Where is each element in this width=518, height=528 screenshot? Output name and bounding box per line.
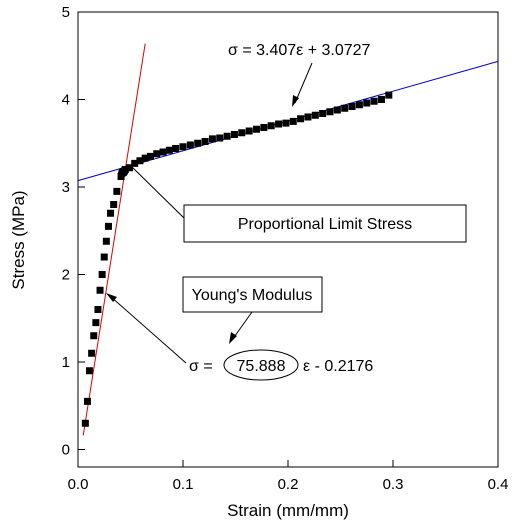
data-point (94, 306, 102, 313)
data-point (102, 237, 110, 245)
data-point (172, 145, 180, 152)
data-point (153, 150, 161, 158)
data-point (238, 129, 246, 137)
data-point (260, 124, 268, 131)
y-axis-label: Stress (MPa) (9, 190, 28, 289)
x-axis-label: Strain (mm/mm) (227, 501, 349, 520)
data-point (81, 419, 89, 427)
data-point (107, 209, 115, 217)
youngs-modulus-arrowhead (229, 332, 237, 344)
data-point (92, 319, 100, 327)
data-point (104, 222, 112, 230)
data-point (98, 271, 106, 278)
data-point (297, 115, 305, 123)
data-point (125, 164, 133, 172)
x-tick-label: 0.0 (68, 476, 89, 493)
data-point (385, 91, 393, 99)
youngs-modulus-box (182, 276, 323, 313)
blue-fit-arrow (294, 62, 313, 104)
data-point (141, 154, 149, 162)
red-fit-arrow (109, 295, 187, 364)
youngs-modulus-label: Young's Modulus (192, 287, 313, 304)
data-point (86, 367, 94, 375)
data-point (319, 110, 327, 117)
x-tick-label: 0.2 (278, 476, 299, 493)
y-tick-label: 0 (62, 442, 70, 459)
y-tick-label: 5 (62, 4, 70, 21)
data-point (131, 159, 139, 167)
data-point (90, 332, 98, 340)
y-axis-ticks: 0 1 2 3 4 5 (62, 4, 85, 459)
data-point (201, 138, 209, 145)
data-point (326, 108, 334, 116)
data-point (216, 134, 224, 142)
data-point (348, 103, 356, 110)
data-point (179, 143, 187, 151)
youngs-modulus-value-ellipse (223, 349, 299, 381)
x-tick-label: 0.3 (383, 476, 404, 493)
data-point (355, 101, 363, 109)
data-point (230, 131, 238, 138)
data-point (113, 187, 121, 195)
data-point (165, 146, 173, 154)
data-point (341, 104, 349, 112)
y-tick-label: 2 (62, 267, 70, 284)
data-point (110, 201, 118, 208)
data-point (289, 117, 297, 125)
y-tick-label: 1 (62, 354, 70, 371)
x-tick-label: 0.4 (488, 476, 509, 493)
data-point (88, 349, 96, 357)
data-points (81, 91, 393, 427)
x-axis-ticks: 0.0 0.1 0.2 0.3 0.4 (68, 460, 509, 493)
proportional-limit-box (183, 204, 467, 243)
data-point (282, 119, 290, 127)
data-point (146, 152, 154, 160)
blue-fit-equation: σ = 3.407ε + 3.0727 (228, 42, 371, 59)
youngs-modulus-value: 75.888 (237, 358, 286, 375)
data-point (208, 135, 216, 143)
data-point (253, 125, 260, 133)
proportional-limit-label: Proportional Limit Stress (238, 216, 412, 233)
data-point (194, 139, 202, 147)
data-point (333, 106, 341, 114)
y-tick-label: 4 (62, 92, 70, 109)
y-tick-label: 3 (62, 179, 70, 196)
data-point (159, 148, 167, 156)
red-fit-line (82, 43, 146, 436)
data-point (245, 127, 253, 135)
x-tick-label: 0.1 (173, 476, 194, 493)
data-point (96, 286, 104, 294)
data-point (100, 253, 108, 261)
blue-fit-arrowhead (292, 95, 299, 107)
data-point (304, 113, 312, 121)
data-point (267, 122, 275, 130)
data-point (311, 111, 319, 119)
red-fit-equation-suffix: ε - 0.2176 (303, 358, 373, 375)
data-point (223, 132, 231, 140)
data-point (83, 397, 91, 405)
data-point (370, 97, 378, 105)
red-fit-arrowhead (106, 293, 117, 302)
proportional-limit-arrow (129, 164, 185, 219)
red-fit-equation-prefix: σ = (189, 358, 213, 375)
data-point (275, 120, 283, 128)
proportional-limit-point (118, 167, 129, 178)
data-point (377, 96, 385, 103)
data-point (186, 141, 194, 149)
data-point (136, 157, 144, 165)
data-point (363, 99, 371, 107)
